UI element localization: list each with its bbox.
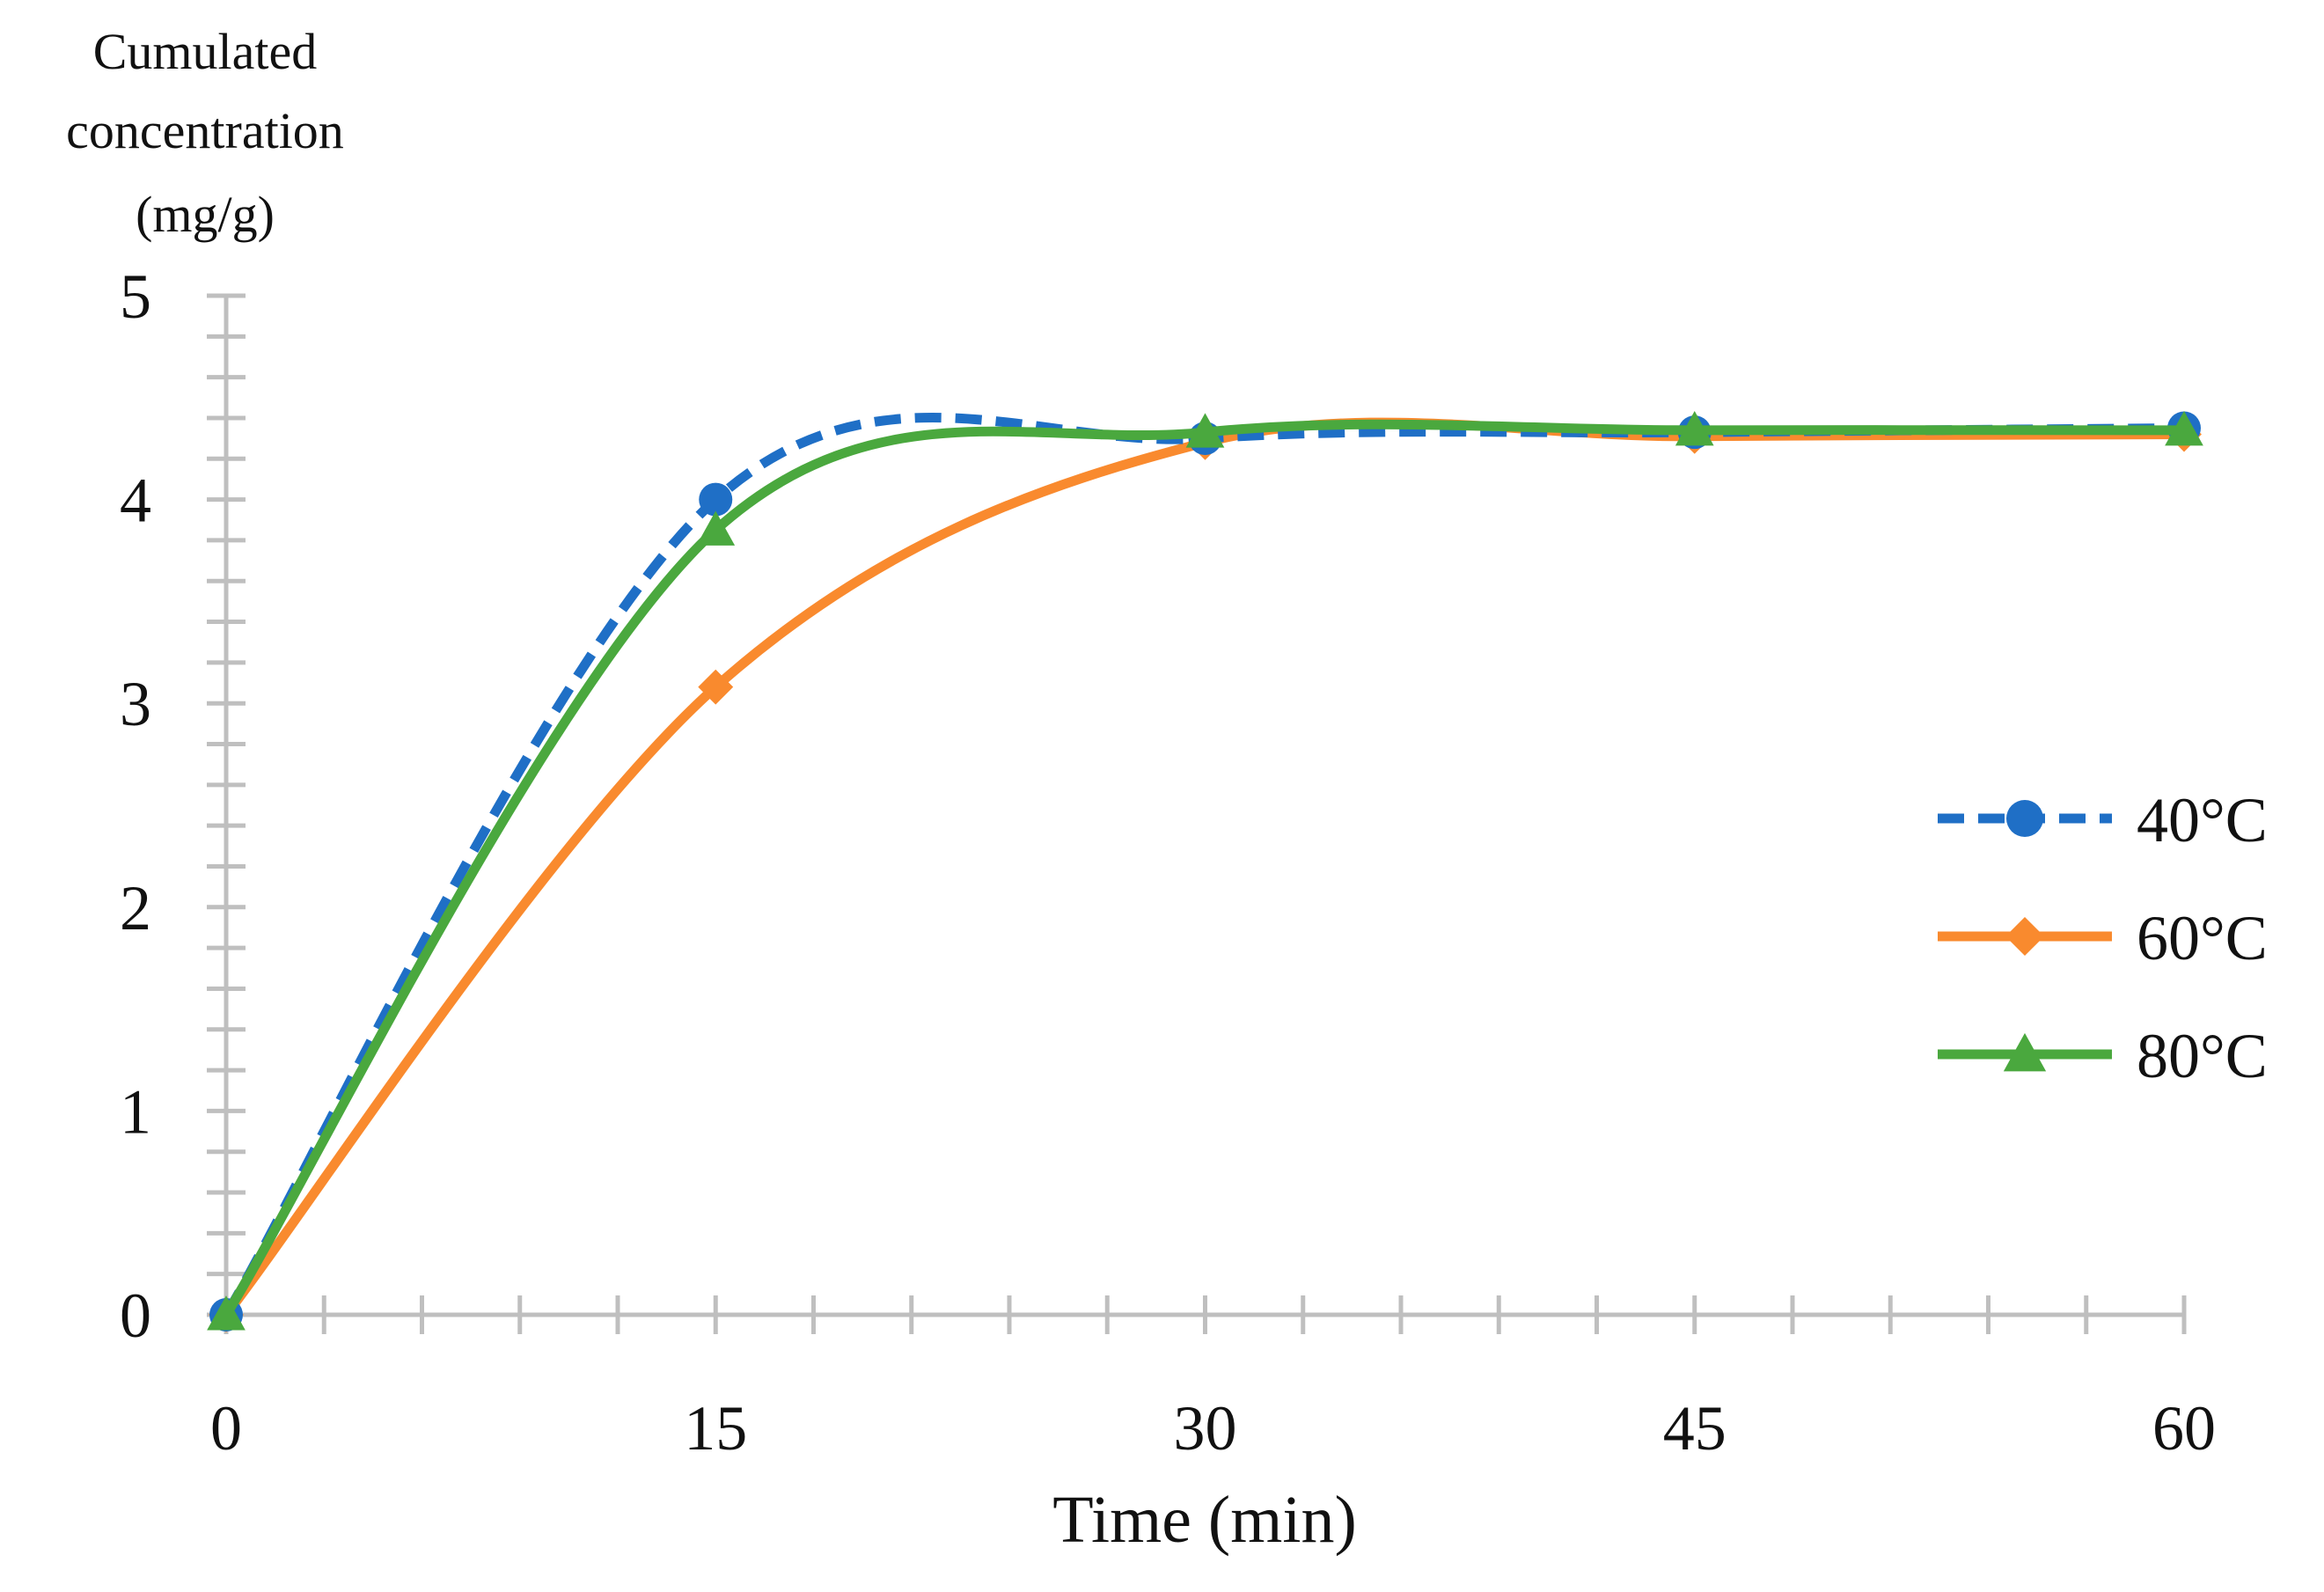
legend-label: 60°C: [2137, 903, 2268, 973]
x-axis-title: Time (min): [1052, 1483, 1357, 1557]
data-point: [1185, 413, 1225, 448]
y-axis-title-line-1: Cumulated: [93, 23, 318, 80]
x-tick-label: 30: [1174, 1393, 1237, 1464]
data-point: [699, 482, 733, 517]
y-tick-label: 3: [120, 669, 151, 739]
legend-marker: [2005, 916, 2045, 957]
x-tick-label: 45: [1663, 1393, 1727, 1464]
y-tick-label: 5: [120, 261, 151, 332]
x-tick-label: 15: [684, 1393, 747, 1464]
series-layer: [207, 411, 2203, 1332]
legend-label: 40°C: [2137, 785, 2268, 855]
legend-label: 80°C: [2137, 1021, 2268, 1091]
legend-marker: [2003, 1032, 2047, 1072]
data-point: [2165, 411, 2203, 446]
data-point: [696, 510, 736, 546]
y-tick-label: 0: [120, 1280, 151, 1351]
y-axis-title: Cumulated concentration (mg/g): [66, 23, 344, 243]
legend: 40°C 60°C 80°C: [1938, 785, 2268, 1091]
y-tick-label: 4: [120, 466, 151, 536]
y-tick-label: 2: [120, 873, 151, 943]
x-tick-label: 60: [2152, 1393, 2216, 1464]
legend-marker: [2006, 800, 2043, 837]
series-80°C: [207, 411, 2203, 1331]
y-tick-label: 1: [120, 1076, 151, 1147]
data-point: [207, 1295, 246, 1331]
legend-entry: 40°C: [1938, 785, 2268, 855]
data-point: [698, 669, 734, 705]
y-axis-title-line-3: (mg/g): [136, 186, 275, 243]
series-40°C: [209, 411, 2201, 1332]
legend-entry: 80°C: [1938, 1021, 2268, 1091]
x-tick-label: 0: [210, 1393, 242, 1464]
series-60°C: [209, 416, 2202, 1332]
series-line: [222, 417, 2185, 1318]
data-point: [1675, 411, 1714, 446]
y-axis-title-line-2: concentration: [66, 102, 344, 159]
series-line: [222, 413, 2185, 1317]
series-line: [222, 419, 2185, 1317]
legend-entry: 60°C: [1938, 903, 2268, 973]
